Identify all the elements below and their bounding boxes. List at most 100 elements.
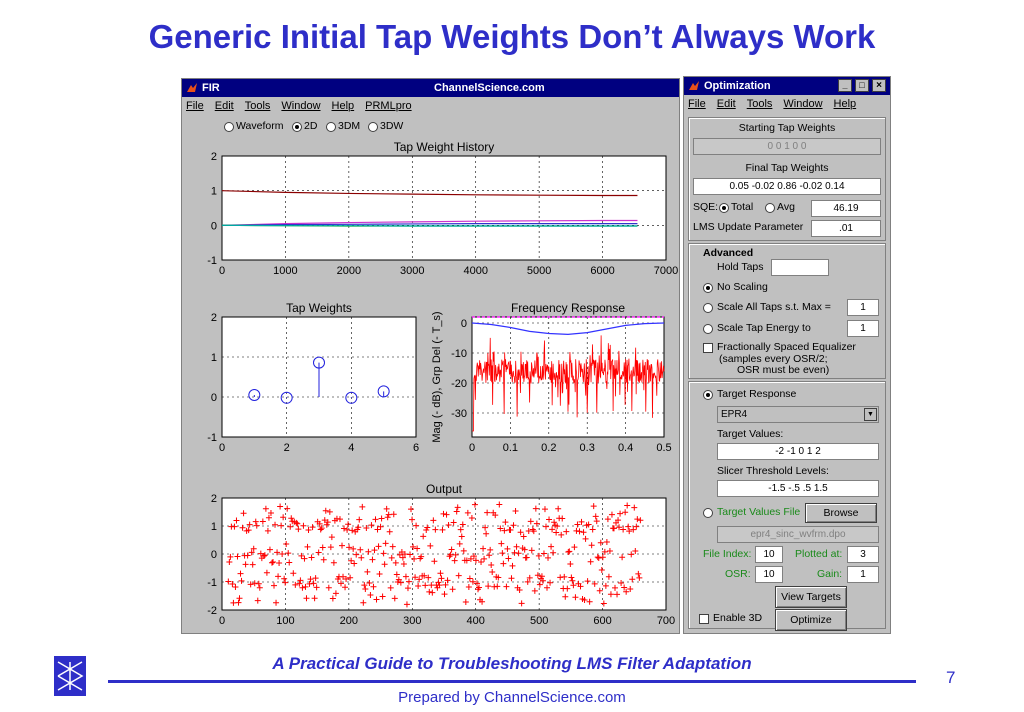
plotted-at-field[interactable]: 3: [847, 546, 879, 563]
output-point: [562, 593, 569, 600]
lms-update-field[interactable]: .01: [811, 220, 881, 237]
opt-menu-help[interactable]: Help: [833, 98, 857, 110]
close-icon[interactable]: ×: [872, 79, 886, 92]
gain-label: Gain:: [817, 568, 843, 580]
output-point: [459, 521, 466, 528]
output-point: [321, 517, 328, 524]
output-point: [302, 583, 309, 590]
output-point: [590, 503, 597, 510]
output-point: [426, 588, 433, 595]
output-point: [596, 587, 603, 594]
final-tap-weights-field[interactable]: 0.05 -0.02 0.86 -0.02 0.14: [693, 178, 881, 195]
output-point: [485, 583, 492, 590]
optimize-button[interactable]: Optimize: [775, 609, 847, 631]
output-point: [527, 518, 534, 525]
radio-scale-energy[interactable]: [703, 324, 713, 334]
output-point: [504, 545, 511, 552]
slicer-field[interactable]: -1.5 -.5 .5 1.5: [717, 480, 879, 497]
gain-field[interactable]: 1: [847, 566, 879, 583]
output-point: [240, 510, 247, 517]
x-tick-label: 7000: [654, 265, 678, 277]
menu-edit[interactable]: Edit: [214, 100, 234, 112]
output-point: [236, 595, 243, 602]
output-point: [389, 543, 396, 550]
menu-help[interactable]: Help: [331, 100, 355, 112]
menu-file[interactable]: File: [186, 100, 204, 112]
output-point: [306, 580, 313, 587]
slide-title: Generic Initial Tap Weights Don’t Always…: [148, 18, 876, 55]
output-point: [457, 526, 464, 533]
target-values-field[interactable]: -2 -1 0 1 2: [717, 443, 879, 460]
output-point: [404, 585, 411, 592]
view-targets-button[interactable]: View Targets: [775, 586, 847, 608]
output-point: [315, 549, 322, 556]
opt-menu-tools[interactable]: Tools: [746, 98, 773, 110]
minimize-button[interactable]: _: [838, 79, 852, 92]
output-point: [573, 527, 580, 534]
output-point: [624, 502, 631, 509]
radio-3dw[interactable]: [368, 122, 378, 132]
output-point: [267, 509, 274, 516]
radio-scale-all[interactable]: [703, 303, 713, 313]
maximize-button[interactable]: □: [855, 79, 869, 92]
output-point: [497, 525, 504, 532]
tap-history-line: [221, 224, 638, 227]
sqe-value-field[interactable]: 46.19: [811, 200, 881, 217]
output-point: [486, 552, 493, 559]
checkbox-fse[interactable]: [703, 343, 713, 353]
output-point: [520, 533, 527, 540]
output-point: [283, 541, 290, 548]
target-file-field[interactable]: epr4_sinc_wvfrm.dpo: [717, 526, 879, 543]
output-point: [290, 570, 297, 577]
output-point: [513, 543, 520, 550]
output-point: [444, 577, 451, 584]
hold-taps-field[interactable]: [771, 259, 829, 276]
browse-button[interactable]: Browse: [805, 503, 877, 523]
radio-target-file[interactable]: [703, 508, 713, 518]
output-point: [464, 509, 471, 516]
output-point: [322, 507, 329, 514]
radio-3dm[interactable]: [326, 122, 336, 132]
file-index-field[interactable]: 10: [755, 546, 783, 563]
output-point: [359, 503, 366, 510]
osr-field[interactable]: 10: [755, 566, 783, 583]
output-point: [495, 574, 502, 581]
output-point: [410, 543, 417, 550]
chevron-down-icon[interactable]: ▼: [864, 408, 877, 421]
radio-sqe-avg[interactable]: [765, 203, 775, 213]
radio-no-scaling[interactable]: [703, 283, 713, 293]
menu-tools[interactable]: Tools: [244, 100, 271, 112]
target-response-select[interactable]: EPR4 ▼: [717, 406, 879, 423]
radio-sqe-total[interactable]: [719, 203, 729, 213]
output-point: [467, 555, 474, 562]
radio-target-response[interactable]: [703, 390, 713, 400]
menu-window[interactable]: Window: [281, 100, 321, 112]
output-point: [436, 582, 443, 589]
scale-energy-field[interactable]: 1: [847, 320, 879, 337]
menu-prmlpro[interactable]: PRMLpro: [365, 100, 412, 112]
output-point: [545, 554, 552, 561]
fir-titlebar[interactable]: FIR ChannelScience.com: [182, 79, 679, 97]
x-tick-label: 3000: [400, 265, 424, 277]
opt-menu-edit[interactable]: Edit: [716, 98, 736, 110]
output-point: [227, 553, 234, 560]
output-point: [487, 546, 494, 553]
output-point: [245, 527, 252, 534]
scale-all-field[interactable]: 1: [847, 299, 879, 316]
output-point: [317, 526, 324, 533]
opt-menu-file[interactable]: File: [688, 98, 706, 110]
output-point: [260, 552, 267, 559]
output-point: [238, 577, 245, 584]
opt-menu-window[interactable]: Window: [783, 98, 823, 110]
checkbox-enable-3d[interactable]: [699, 614, 709, 624]
output-point: [478, 559, 485, 566]
optimization-titlebar[interactable]: Optimization _ □ ×: [684, 77, 890, 95]
radio-2d[interactable]: [292, 122, 302, 132]
output-point: [318, 525, 325, 532]
output-point: [295, 526, 302, 533]
advanced-panel: Advanced Hold Taps No Scaling Scale All …: [688, 243, 886, 379]
output-point: [235, 599, 242, 606]
output-point: [540, 550, 547, 557]
radio-waveform[interactable]: [224, 122, 234, 132]
output-point: [420, 533, 427, 540]
